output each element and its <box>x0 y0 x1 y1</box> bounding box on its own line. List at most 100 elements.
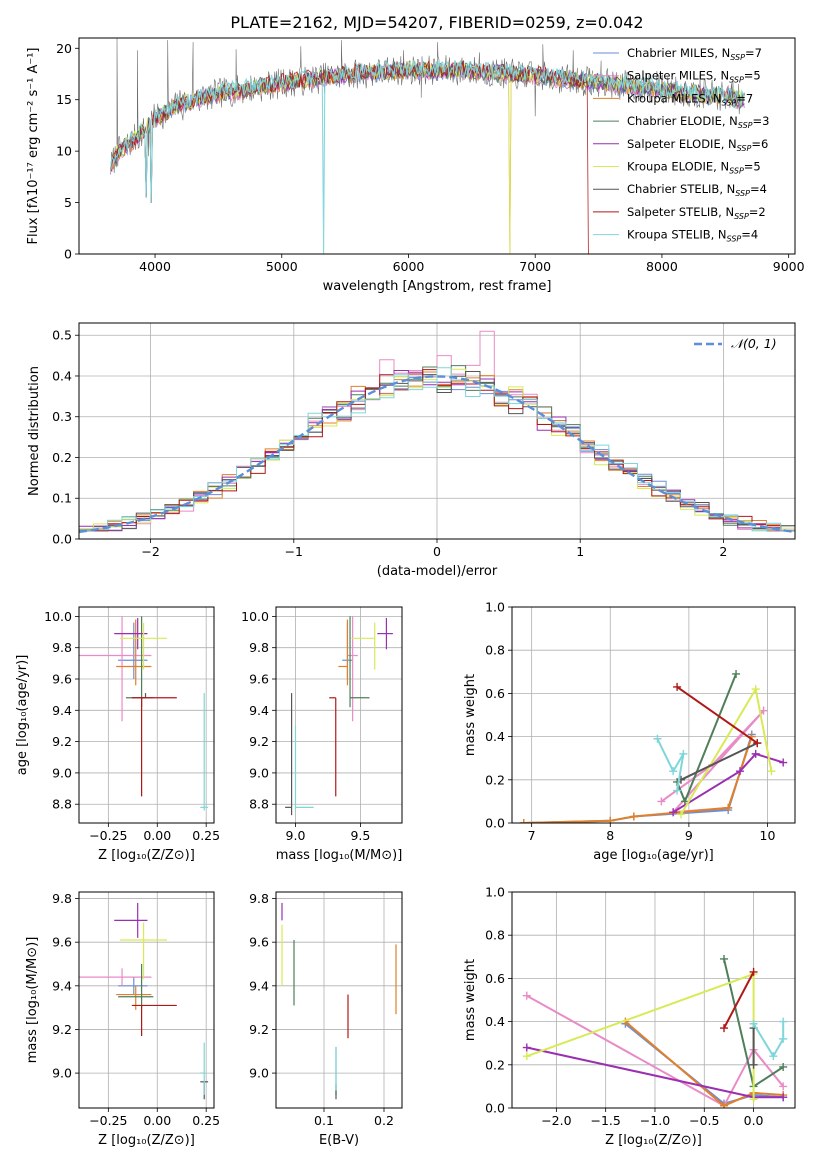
x-tick-label: 8000 <box>646 259 678 274</box>
errorbar-kroupa-elodie <box>120 622 168 670</box>
x-tick-label: 7 <box>528 828 536 843</box>
y-tick-label: 9.8 <box>249 640 269 655</box>
y-tick-label: 9.0 <box>249 765 269 780</box>
errorbar-chabrier-elodie <box>125 616 154 708</box>
weight-marker <box>677 810 686 819</box>
age-vs-mass-panel: 9.0 9.5 8.8 9.0 9.2 9.4 9.6 9.8 10.0 mass [log₁₀(… <box>241 606 403 863</box>
y-tick-label: 10.0 <box>44 609 72 624</box>
mass-weight-vs-metallicity-panel-plot-area <box>522 954 788 1108</box>
x-tick-label: 9000 <box>773 259 805 274</box>
weight-marker <box>720 1101 729 1108</box>
weight-marker <box>606 816 615 823</box>
mass-weight-vs-metallicity-panel: −2.0 −1.5 −1.0 −0.5 0.0 0.0 0.2 0.4 0.6 0.8 1.0 Z [… <box>463 885 796 1148</box>
y-tick-label: 1.0 <box>485 885 505 900</box>
x-tick-label: 4000 <box>139 259 171 274</box>
errorbar-chabrier-elodie <box>118 964 154 1008</box>
axes-frame <box>275 891 403 1109</box>
x-tick-label: −1.5 <box>590 1113 620 1128</box>
errorbar-salpeter-elodie <box>114 617 148 650</box>
x-tick-label: −2 <box>141 544 159 559</box>
weight-marker <box>629 812 638 821</box>
errorbar-kroupa-miles <box>338 619 349 686</box>
weight-marker <box>735 767 744 776</box>
weight-marker <box>779 1082 788 1091</box>
x-tick-label: −1.0 <box>640 1113 670 1128</box>
model-spectrum-kroupa-stelib <box>110 59 745 254</box>
weight-marker <box>522 1043 531 1052</box>
weight-marker <box>751 749 760 758</box>
errorbar-chabrier-elodie <box>349 616 370 708</box>
mass-vs-metallicity-panel: −0.25 0.00 0.25 9.0 9.2 9.4 9.6 9.8 Z [log₁₀(Z/Z… <box>25 891 220 1148</box>
y-tick-label: 9.0 <box>52 765 72 780</box>
x-tick-label: −0.25 <box>89 828 127 843</box>
weight-line-salpeter-miles <box>526 994 784 1108</box>
y-tick-label: 0.0 <box>485 816 505 831</box>
x-tick-label: 9 <box>685 828 693 843</box>
y-tick-label: 9.2 <box>52 1022 72 1037</box>
y-tick-label: 10.0 <box>241 609 269 624</box>
spectrum-panel-plot-area <box>110 38 745 254</box>
errorbar-kroupa-elodie <box>120 922 168 980</box>
axes-frame <box>511 891 796 1109</box>
residual-histogram-panel: −2 −1 0 1 2 0.0 0.1 0.2 0.3 0.4 0.5 (data-model)/er… <box>27 322 796 579</box>
y-axis-label: Normed distribution <box>27 366 42 496</box>
weight-marker <box>679 749 688 758</box>
weight-marker <box>749 1019 758 1028</box>
weight-marker <box>779 1093 788 1102</box>
axes-frame <box>511 606 796 824</box>
legend-label: Salpeter MILES, NSSP=5 <box>627 69 761 85</box>
x-axis-label: (data-model)/error <box>377 564 498 579</box>
weight-line-salpeter-elodie <box>672 752 784 814</box>
y-axis-label: Flux [fλ10⁻¹⁷ erg cm⁻² s⁻¹ A⁻¹] <box>26 48 41 245</box>
errorbar-salpeter-miles <box>79 968 152 986</box>
y-tick-label: 9.6 <box>249 672 269 687</box>
weight-line-kroupa-stelib <box>656 738 685 791</box>
x-tick-label: 0.2 <box>374 1113 394 1128</box>
weight-marker <box>779 1062 788 1071</box>
weight-marker <box>724 803 733 812</box>
x-tick-label: 0.0 <box>744 1113 764 1128</box>
weight-line-kroupa-stelib <box>752 1021 785 1059</box>
legend-label-normal: 𝒩(0, 1) <box>731 336 777 351</box>
legend-label: Kroupa ELODIE, NSSP=5 <box>627 160 761 176</box>
y-tick-label: 9.4 <box>52 703 72 718</box>
spectrum-legend: Chabrier MILES, NSSP=7 Salpeter MILES, NS… <box>593 46 769 244</box>
weight-marker <box>767 767 776 776</box>
legend-label: Chabrier MILES, NSSP=7 <box>627 46 762 62</box>
residual-histogram-panel-plot-area <box>79 330 795 539</box>
x-tick-label: 8 <box>606 828 614 843</box>
y-tick-label: 1.0 <box>485 600 505 615</box>
y-tick-label: 9.6 <box>52 935 72 950</box>
y-tick-label: 9.4 <box>52 978 72 993</box>
y-tick-label: 0.5 <box>52 328 72 343</box>
x-tick-label: 0.1 <box>314 1113 334 1128</box>
x-axis-label: age [log₁₀(age/yr)] <box>593 848 714 863</box>
x-tick-label: 10 <box>760 828 776 843</box>
legend-label: Salpeter ELODIE, NSSP=6 <box>627 137 768 153</box>
x-tick-label: 9.5 <box>350 828 370 843</box>
weight-marker <box>749 967 758 976</box>
y-tick-label: 0.6 <box>485 971 505 986</box>
errorbar-salpeter-elodie <box>114 902 148 938</box>
mass-vs-extinction-panel-plot-area <box>281 902 397 1100</box>
weight-line-salpeter-stelib <box>676 686 758 744</box>
y-tick-label: 0.3 <box>52 409 72 424</box>
y-tick-label: 9.0 <box>52 1066 72 1081</box>
y-tick-label: 0 <box>64 247 72 262</box>
errorbar-chabrier-miles <box>118 977 148 995</box>
x-axis-label: Z [log₁₀(Z/Z⊙)] <box>605 1133 702 1148</box>
age-vs-metallicity-panel-plot-area <box>79 616 209 811</box>
errorbar-salpeter-stelib <box>329 697 337 797</box>
y-tick-label: 9.8 <box>52 640 72 655</box>
y-tick-label: 8.8 <box>52 797 72 812</box>
y-tick-label: 9.6 <box>52 672 72 687</box>
y-tick-label: 5 <box>64 195 72 210</box>
y-tick-label: 9.4 <box>249 703 269 718</box>
x-tick-label: 0.00 <box>143 1113 171 1128</box>
y-tick-label: 9.6 <box>249 935 269 950</box>
mass-vs-extinction-panel: 0.1 0.2 9.0 9.2 9.4 9.6 9.8 E(B-V) <box>249 891 403 1148</box>
weight-marker <box>669 767 678 776</box>
weight-marker <box>720 954 729 963</box>
y-axis-label: mass weight <box>463 674 478 756</box>
